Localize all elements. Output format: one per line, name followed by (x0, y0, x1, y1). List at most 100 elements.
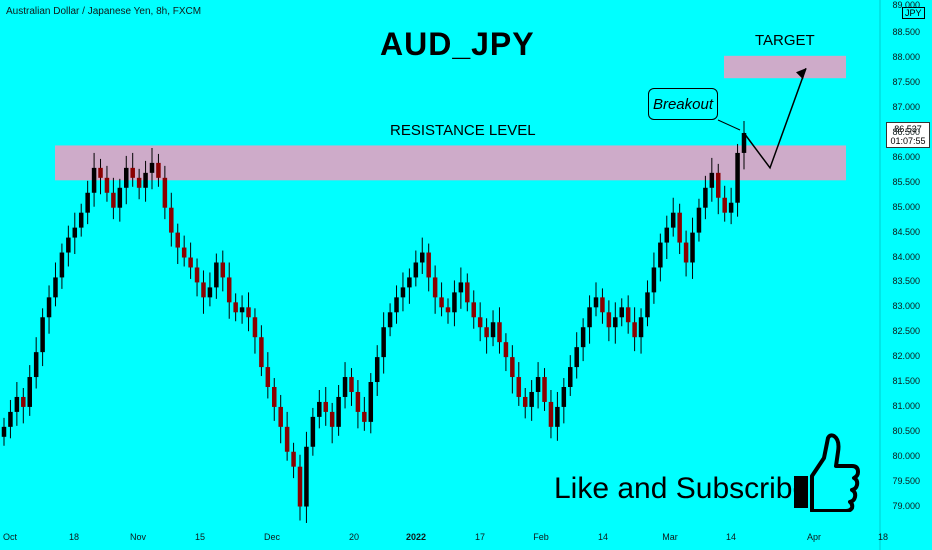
target-label: TARGET (755, 32, 815, 49)
target-zone (724, 55, 846, 79)
time-tick-label: 2022 (405, 532, 427, 542)
candle-body (246, 307, 251, 318)
candle-body (420, 252, 425, 263)
chart-title: AUD_JPY (380, 26, 535, 62)
price-tick-label: 83.000 (892, 301, 920, 312)
candle-body (542, 377, 547, 402)
candle-body (516, 377, 522, 397)
candle-body (149, 162, 155, 173)
time-tick-label: 14 (597, 532, 609, 542)
candle-body (651, 267, 657, 293)
candle-body (8, 411, 13, 427)
candle-body (291, 451, 296, 467)
candle-body (722, 197, 727, 213)
candle-body (72, 227, 78, 238)
price-tick-label: 80.000 (892, 450, 920, 461)
candle-body (201, 282, 206, 298)
time-tick-label: 18 (68, 532, 80, 542)
candle-body (156, 162, 161, 178)
candle-body (342, 377, 348, 397)
currency-badge[interactable]: JPY (902, 7, 925, 19)
candle-body (593, 297, 599, 308)
price-tick-label: 81.500 (892, 376, 920, 387)
candle-body (632, 322, 637, 338)
candle-body (638, 317, 644, 338)
candle-body (439, 297, 444, 308)
candle-body (477, 317, 483, 328)
candle-body (46, 297, 52, 318)
price-tick-label: 87.500 (892, 77, 920, 88)
price-tick-label: 83.500 (892, 276, 920, 287)
time-tick-label: Dec (263, 532, 281, 542)
candle-body (387, 312, 393, 328)
price-tick-label: 88.500 (892, 27, 920, 38)
candle-body (188, 257, 193, 268)
resistance-zone (55, 145, 846, 181)
candle-body (336, 396, 341, 427)
price-tick-label: 86.500 (892, 127, 920, 137)
time-tick-label: Oct (2, 532, 18, 542)
candle-body (124, 167, 129, 188)
symbol-info: Australian Dollar / Japanese Yen, 8h, FX… (6, 6, 202, 17)
candle-body (317, 401, 322, 417)
candle-body (696, 207, 702, 233)
candle-body (683, 242, 689, 263)
candle-body (529, 391, 534, 407)
candle-body (355, 391, 361, 412)
candle-body (226, 277, 232, 303)
candlestick-series (1, 121, 747, 523)
candle-body (85, 192, 90, 213)
candle-body (561, 387, 567, 407)
candle-body (259, 337, 264, 368)
candle-body (278, 406, 283, 427)
candle-body (400, 287, 406, 298)
candle-body (362, 411, 367, 422)
candle-body (606, 312, 612, 328)
candle-body (645, 292, 650, 318)
candle-body (284, 426, 290, 452)
candle-body (452, 292, 457, 313)
candle-body (239, 307, 245, 313)
candle-body (130, 167, 135, 178)
candle-body (555, 406, 560, 427)
candle-body (670, 212, 676, 228)
candle-body (349, 377, 354, 392)
candle-body (619, 307, 624, 318)
last-price-tag: 86.537 01:07:55 (886, 122, 930, 148)
price-tick-label: 82.000 (892, 351, 920, 362)
candle-body (14, 396, 20, 412)
last-price: 86.537 (894, 124, 922, 134)
candle-body (220, 262, 226, 278)
price-tick-label: 82.500 (892, 326, 920, 337)
price-tick-label: 87.000 (892, 102, 920, 113)
breakout-label: Breakout (652, 95, 714, 113)
candle-body (53, 277, 58, 298)
candle-body (484, 327, 489, 338)
candle-body (374, 357, 380, 383)
candle-body (136, 177, 142, 188)
candle-body (265, 367, 271, 387)
price-tick-label: 84.500 (892, 226, 920, 237)
candle-body (709, 172, 715, 188)
time-tick-label: 15 (194, 532, 206, 542)
breakout-pointer (717, 119, 741, 131)
price-tick-label: 84.000 (892, 251, 920, 262)
candle-body (394, 297, 399, 313)
candle-body (445, 307, 451, 313)
candle-body (272, 387, 277, 407)
candle-body (169, 207, 174, 233)
candle-body (207, 287, 213, 298)
candle-body (162, 177, 168, 208)
candle-body (510, 357, 515, 378)
arrowhead-icon (796, 68, 806, 80)
candle-body (175, 232, 180, 248)
cta-text: Like and Subscribe (554, 472, 810, 505)
candle-body (27, 377, 32, 407)
candle-body (21, 396, 26, 407)
candle-body (78, 212, 84, 228)
candle-body (310, 416, 316, 447)
candle-body (98, 167, 103, 178)
candle-body (458, 282, 464, 293)
